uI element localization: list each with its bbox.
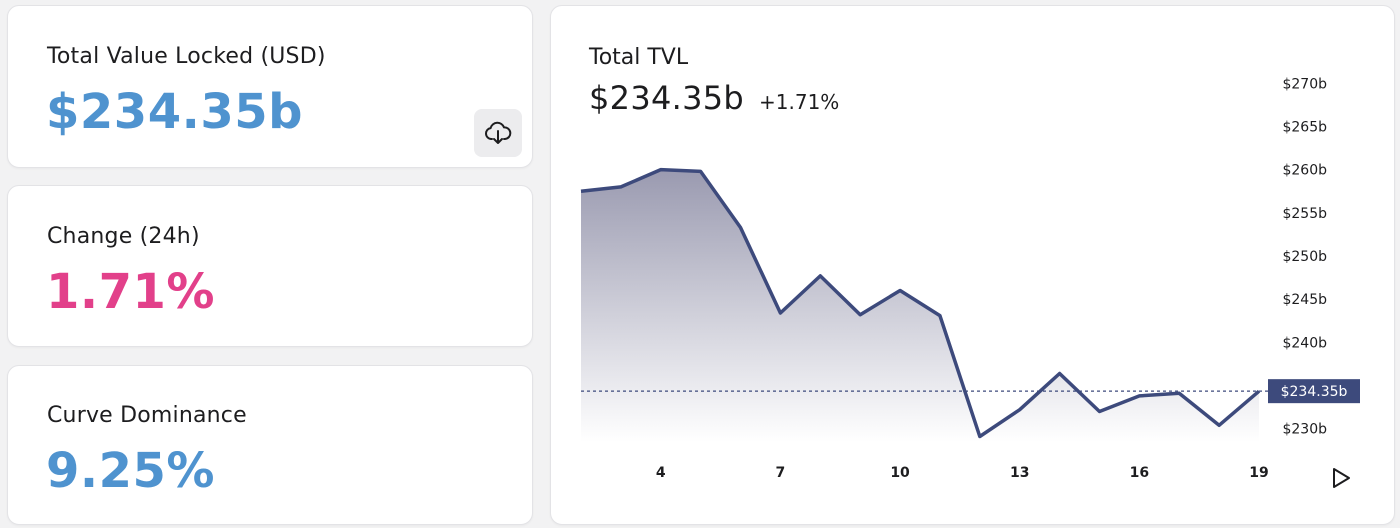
y-tick-label: $250b — [1282, 249, 1327, 265]
data-point-16 — [1136, 393, 1142, 399]
tvl-label: Total Value Locked (USD) — [47, 44, 326, 69]
chart-value: $234.35b — [589, 79, 745, 117]
data-point-15 — [1097, 409, 1103, 415]
data-point-10 — [897, 288, 903, 294]
data-point-14 — [1057, 371, 1063, 377]
change-card: Change (24h) 1.71% — [7, 185, 533, 347]
data-point-9 — [857, 312, 863, 318]
change-label: Change (24h) — [47, 224, 200, 249]
x-tick-label: 4 — [656, 465, 666, 481]
tvl-value: $234.35b — [46, 84, 303, 140]
y-tick-label: $265b — [1282, 119, 1327, 135]
data-point-18 — [1216, 422, 1222, 428]
tvl-line — [580, 167, 1261, 439]
play-button[interactable] — [1328, 465, 1354, 491]
data-point-13 — [1017, 407, 1023, 413]
y-tick-label: $245b — [1282, 292, 1327, 308]
data-point-8 — [817, 273, 823, 279]
dominance-value: 9.25% — [46, 443, 216, 499]
chart-title: Total TVL — [589, 45, 689, 70]
x-tick-label: 7 — [776, 465, 786, 481]
y-tick-label: $230b — [1282, 422, 1327, 438]
chart-delta: +1.71% — [759, 90, 840, 114]
dominance-label: Curve Dominance — [47, 403, 247, 428]
y-tick-label: $260b — [1282, 163, 1327, 179]
play-icon — [1333, 468, 1350, 488]
tvl-card: Total Value Locked (USD) $234.35b — [7, 5, 533, 168]
tvl-chart-card: $230b $240b $245b $250b $255b $260b $265b $270b… — [550, 5, 1395, 525]
download-button[interactable] — [474, 109, 522, 157]
data-point-12 — [977, 434, 983, 440]
y-tick-label: $255b — [1282, 206, 1327, 222]
data-point-7 — [777, 310, 783, 316]
data-point-3 — [618, 184, 624, 190]
tvl-area — [581, 169, 1259, 442]
data-point-4 — [658, 167, 664, 173]
data-point-6 — [738, 225, 744, 231]
dominance-card: Curve Dominance 9.25% — [7, 365, 533, 525]
y-tick-label: $240b — [1282, 335, 1327, 351]
data-point-11 — [937, 313, 943, 319]
x-tick-label: 16 — [1130, 465, 1149, 481]
y-tick-label: $270b — [1282, 76, 1327, 92]
x-tick-label: 13 — [1010, 465, 1029, 481]
current-value-marker — [1268, 379, 1360, 404]
x-tick-label: 19 — [1249, 465, 1268, 481]
data-point-5 — [698, 168, 704, 174]
x-tick-label: 10 — [890, 465, 910, 481]
cloud-download-icon — [485, 121, 512, 144]
tvl-chart[interactable]: $230b $240b $245b $250b $255b $260b $265b $270b… — [551, 6, 1396, 526]
data-point-2 — [578, 188, 584, 194]
change-value: 1.71% — [46, 264, 216, 320]
current-value-label: $234.35b — [1281, 384, 1348, 400]
